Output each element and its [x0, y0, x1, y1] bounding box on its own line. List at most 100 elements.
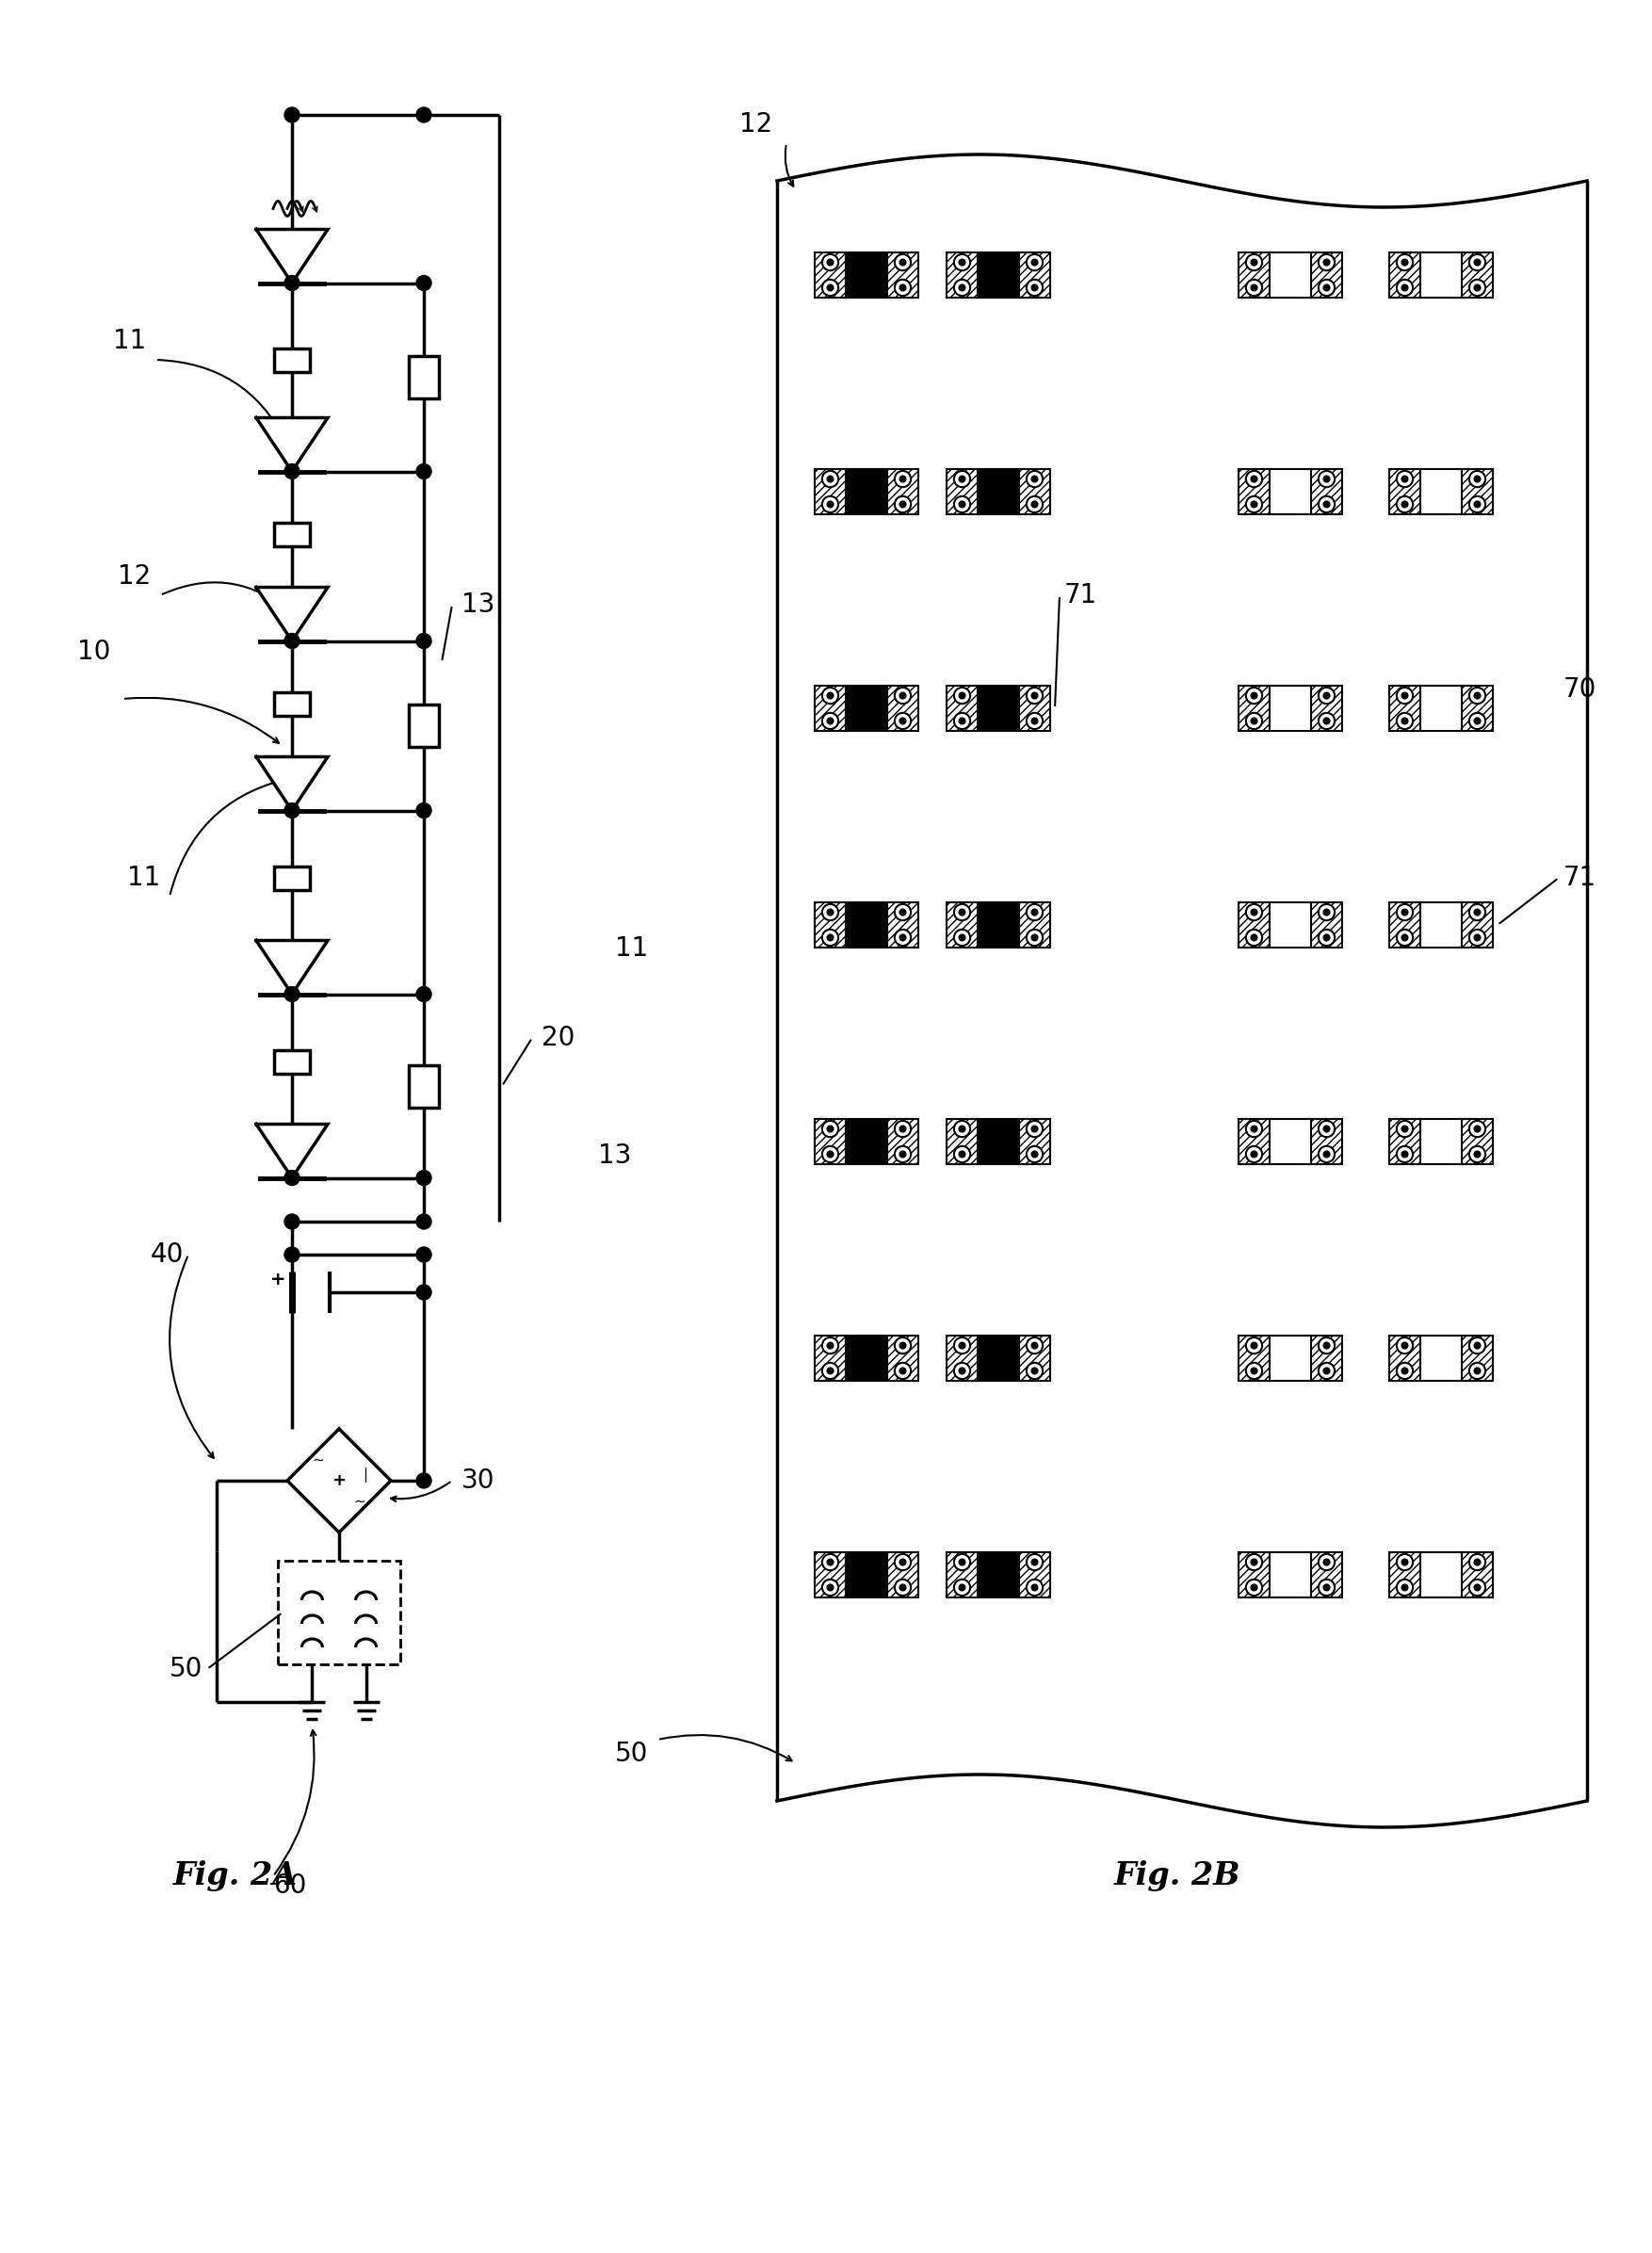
Circle shape — [1396, 1555, 1412, 1570]
Bar — [1239, 1120, 1270, 1165]
Bar — [1312, 469, 1341, 514]
Polygon shape — [256, 417, 327, 471]
Bar — [1239, 685, 1270, 730]
Circle shape — [1474, 1151, 1480, 1158]
Circle shape — [1474, 259, 1480, 266]
Bar — [1421, 1120, 1462, 1165]
Circle shape — [1246, 1120, 1262, 1138]
Circle shape — [900, 1559, 905, 1566]
Bar — [1312, 252, 1341, 297]
Bar — [814, 1336, 846, 1381]
Circle shape — [1246, 1579, 1262, 1595]
Circle shape — [1031, 1368, 1037, 1374]
Circle shape — [828, 1368, 833, 1374]
Circle shape — [284, 1214, 299, 1230]
Bar — [1239, 903, 1270, 949]
Bar — [408, 705, 439, 748]
Bar — [1421, 469, 1462, 514]
Text: 11: 11 — [615, 935, 648, 962]
Bar — [814, 685, 846, 730]
Circle shape — [823, 255, 838, 270]
Circle shape — [1246, 903, 1262, 921]
Bar — [947, 903, 978, 949]
Bar — [1462, 903, 1493, 949]
Circle shape — [900, 475, 905, 482]
Circle shape — [1026, 255, 1042, 270]
Bar — [887, 1552, 919, 1597]
Bar — [1421, 252, 1462, 297]
Bar — [1462, 469, 1493, 514]
Circle shape — [1251, 259, 1257, 266]
Circle shape — [1026, 1579, 1042, 1595]
Bar — [1312, 252, 1341, 297]
Bar — [846, 1120, 887, 1165]
Circle shape — [828, 719, 833, 723]
Circle shape — [1318, 1120, 1335, 1138]
Bar — [978, 252, 1019, 297]
Circle shape — [1474, 1584, 1480, 1591]
Bar — [1389, 903, 1421, 949]
Bar — [274, 347, 311, 372]
Bar — [1312, 903, 1341, 949]
Bar — [1019, 1552, 1051, 1597]
Text: 70: 70 — [1563, 676, 1597, 703]
Circle shape — [1323, 910, 1330, 915]
Circle shape — [823, 1579, 838, 1595]
Bar — [1389, 469, 1421, 514]
Circle shape — [1323, 1343, 1330, 1350]
Circle shape — [828, 259, 833, 266]
Bar — [1312, 1120, 1341, 1165]
Bar — [1462, 252, 1493, 297]
Circle shape — [1031, 719, 1037, 723]
Bar — [978, 469, 1019, 514]
Text: Fig. 2B: Fig. 2B — [1113, 1861, 1241, 1893]
Circle shape — [953, 930, 970, 946]
Bar — [947, 252, 978, 297]
Circle shape — [1396, 1363, 1412, 1379]
Circle shape — [823, 687, 838, 703]
Text: 13: 13 — [598, 1142, 631, 1169]
Circle shape — [958, 1126, 965, 1131]
Circle shape — [953, 1147, 970, 1163]
Circle shape — [1396, 1338, 1412, 1354]
Circle shape — [1251, 1126, 1257, 1131]
Circle shape — [1026, 1120, 1042, 1138]
Circle shape — [416, 1248, 431, 1262]
Circle shape — [1251, 1343, 1257, 1350]
Bar — [887, 469, 919, 514]
Circle shape — [895, 255, 910, 270]
Bar — [887, 1120, 919, 1165]
Bar — [274, 865, 311, 890]
Circle shape — [416, 108, 431, 122]
Circle shape — [284, 1169, 299, 1185]
Circle shape — [1031, 259, 1037, 266]
Circle shape — [1246, 496, 1262, 511]
Polygon shape — [287, 1428, 392, 1532]
Circle shape — [1469, 1120, 1485, 1138]
Circle shape — [1251, 1584, 1257, 1591]
Bar — [274, 692, 311, 716]
Circle shape — [416, 1284, 431, 1300]
Circle shape — [1246, 1338, 1262, 1354]
Circle shape — [900, 719, 905, 723]
Circle shape — [953, 471, 970, 487]
Bar — [1462, 252, 1493, 297]
Bar — [887, 252, 919, 297]
Circle shape — [1323, 719, 1330, 723]
Circle shape — [1251, 284, 1257, 291]
Circle shape — [823, 1555, 838, 1570]
Bar — [1312, 1120, 1341, 1165]
Circle shape — [1031, 475, 1037, 482]
Bar — [1239, 1336, 1270, 1381]
Circle shape — [284, 987, 299, 1003]
Circle shape — [958, 1151, 965, 1158]
Bar — [1019, 685, 1051, 730]
Circle shape — [416, 1214, 431, 1230]
Bar — [1462, 1552, 1493, 1597]
Circle shape — [900, 259, 905, 266]
Bar — [1270, 685, 1312, 730]
Circle shape — [1474, 719, 1480, 723]
Bar — [1019, 1120, 1051, 1165]
Bar — [1389, 1552, 1421, 1597]
Bar — [1389, 903, 1421, 949]
